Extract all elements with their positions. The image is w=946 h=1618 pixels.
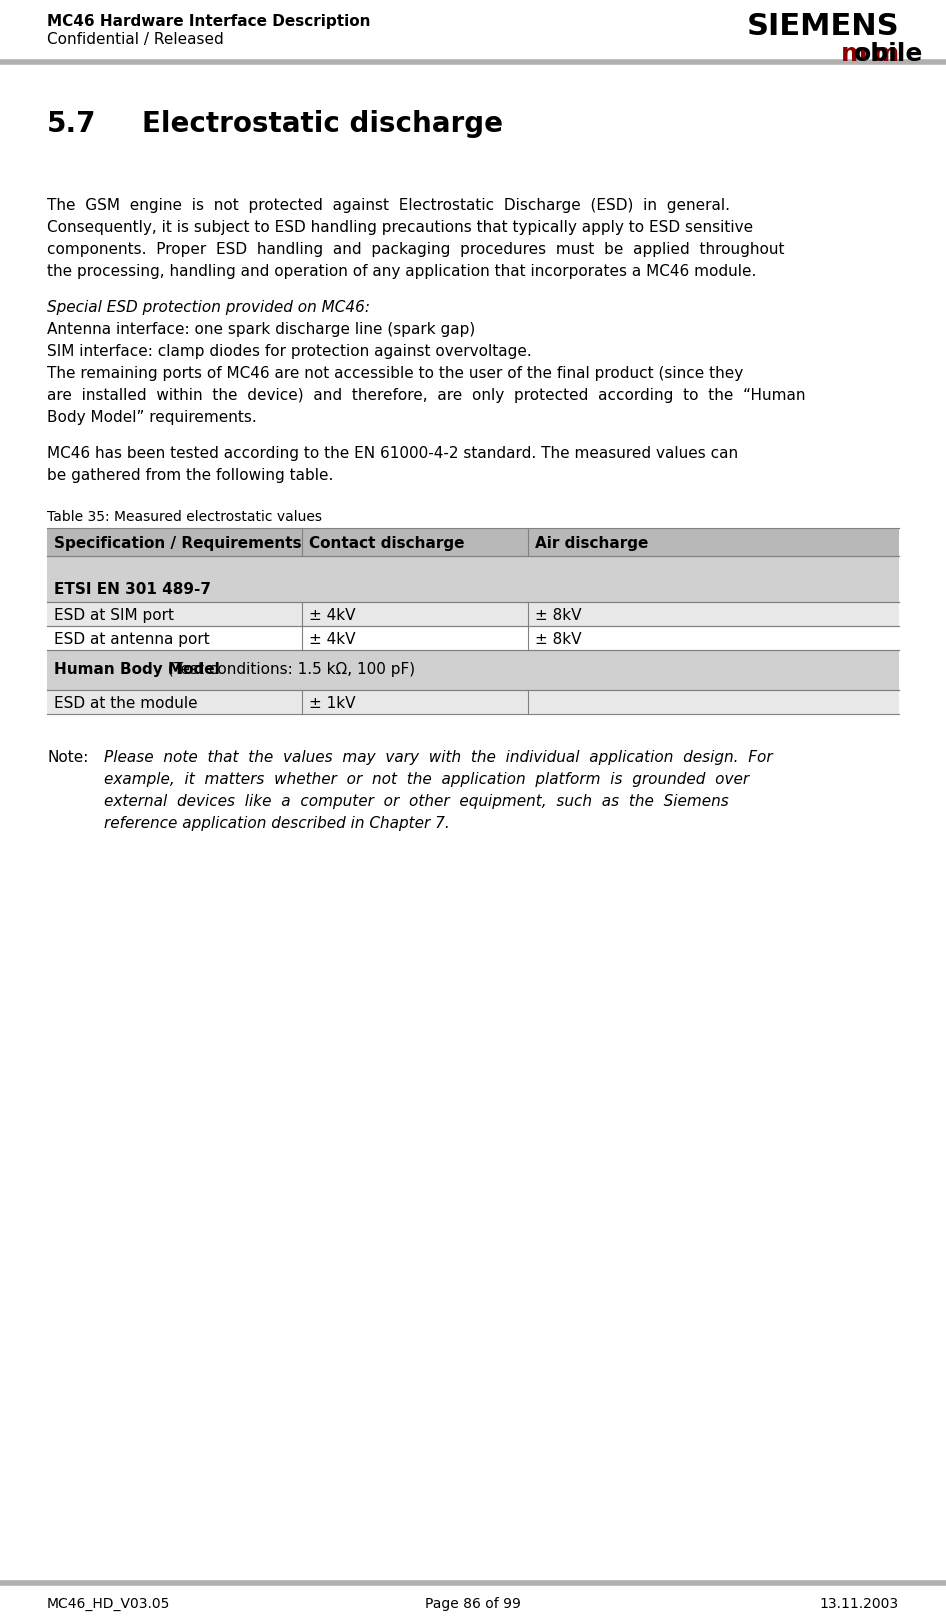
Bar (47, 650, 899, 689)
Text: ± 4kV: ± 4kV (309, 608, 356, 623)
Text: The remaining ports of MC46 are not accessible to the user of the final product : The remaining ports of MC46 are not acce… (47, 366, 744, 380)
Text: 5.7: 5.7 (47, 110, 96, 138)
Text: ESD at the module: ESD at the module (54, 696, 198, 710)
Text: Air discharge: Air discharge (535, 536, 648, 552)
Text: ± 1kV: ± 1kV (309, 696, 356, 710)
Text: Body Model” requirements.: Body Model” requirements. (47, 409, 256, 426)
Text: are  installed  within  the  device)  and  therefore,  are  only  protected  acc: are installed within the device) and the… (47, 388, 805, 403)
Text: Page 86 of 99: Page 86 of 99 (425, 1597, 521, 1612)
Text: Table 35: Measured electrostatic values: Table 35: Measured electrostatic values (47, 510, 322, 524)
Text: ESD at antenna port: ESD at antenna port (54, 633, 210, 647)
Text: Consequently, it is subject to ESD handling precautions that typically apply to : Consequently, it is subject to ESD handl… (47, 220, 753, 235)
Bar (47, 626, 899, 650)
Text: (Test conditions: 1.5 kΩ, 100 pF): (Test conditions: 1.5 kΩ, 100 pF) (163, 662, 415, 676)
Text: Confidential / Released: Confidential / Released (47, 32, 224, 47)
Text: ETSI EN 301 489-7: ETSI EN 301 489-7 (54, 582, 211, 597)
Text: ± 8kV: ± 8kV (535, 608, 582, 623)
Bar (47, 527, 899, 557)
Text: MC46 has been tested according to the EN 61000-4-2 standard. The measured values: MC46 has been tested according to the EN… (47, 447, 738, 461)
Bar (47, 557, 899, 602)
Text: ± 4kV: ± 4kV (309, 633, 356, 647)
Text: Antenna interface: one spark discharge line (spark gap): Antenna interface: one spark discharge l… (47, 322, 475, 337)
Text: components.  Proper  ESD  handling  and  packaging  procedures  must  be  applie: components. Proper ESD handling and pack… (47, 243, 784, 257)
Bar (47, 602, 899, 626)
Text: The  GSM  engine  is  not  protected  against  Electrostatic  Discharge  (ESD)  : The GSM engine is not protected against … (47, 197, 730, 214)
Text: reference application described in Chapter 7.: reference application described in Chapt… (104, 815, 449, 832)
Text: MC46 Hardware Interface Description: MC46 Hardware Interface Description (47, 15, 371, 29)
Text: 13.11.2003: 13.11.2003 (820, 1597, 899, 1612)
Text: ± 8kV: ± 8kV (535, 633, 582, 647)
Text: SIEMENS: SIEMENS (746, 11, 899, 40)
Text: the processing, handling and operation of any application that incorporates a MC: the processing, handling and operation o… (47, 264, 757, 278)
Text: SIM interface: clamp diodes for protection against overvoltage.: SIM interface: clamp diodes for protecti… (47, 345, 532, 359)
Text: m: m (841, 42, 867, 66)
Text: Special ESD protection provided on MC46:: Special ESD protection provided on MC46: (47, 299, 370, 316)
Text: Note:: Note: (47, 751, 88, 765)
Text: m: m (873, 42, 899, 66)
Text: Electrostatic discharge: Electrostatic discharge (142, 110, 503, 138)
Text: example,  it  matters  whether  or  not  the  application  platform  is  grounde: example, it matters whether or not the a… (104, 772, 749, 786)
Text: Please  note  that  the  values  may  vary  with  the  individual  application  : Please note that the values may vary wit… (104, 751, 773, 765)
Text: be gathered from the following table.: be gathered from the following table. (47, 468, 333, 484)
Text: MC46_HD_V03.05: MC46_HD_V03.05 (47, 1597, 170, 1612)
Text: Contact discharge: Contact discharge (309, 536, 464, 552)
Text: ESD at SIM port: ESD at SIM port (54, 608, 174, 623)
Text: Specification / Requirements: Specification / Requirements (54, 536, 302, 552)
Text: obile: obile (854, 42, 923, 66)
Text: Human Body Model: Human Body Model (54, 662, 219, 676)
Bar (47, 689, 899, 714)
Text: external  devices  like  a  computer  or  other  equipment,  such  as  the  Siem: external devices like a computer or othe… (104, 794, 728, 809)
